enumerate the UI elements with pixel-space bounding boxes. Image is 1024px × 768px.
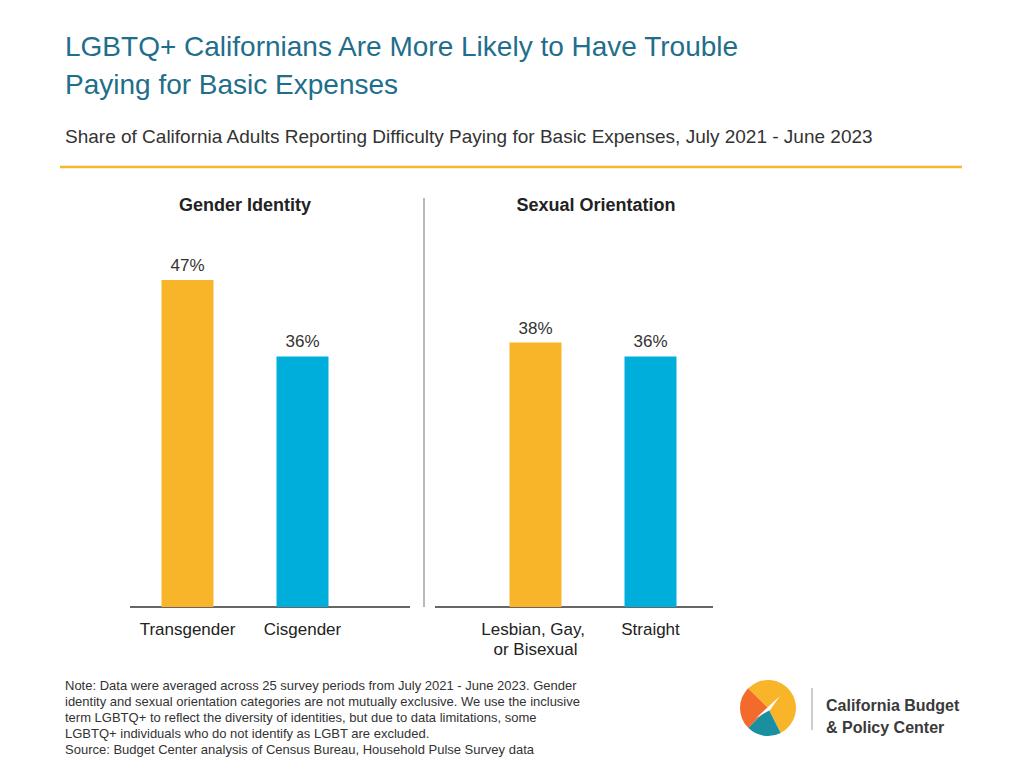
- svg-text:36%: 36%: [633, 332, 667, 351]
- svg-text:Transgender: Transgender: [140, 620, 236, 639]
- svg-text:LGBTQ+ Californians Are More L: LGBTQ+ Californians Are More Likely to H…: [65, 31, 738, 62]
- svg-text:Sexual Orientation: Sexual Orientation: [516, 195, 675, 215]
- svg-text:term LGBTQ+ to reflect the div: term LGBTQ+ to reflect the diversity of …: [65, 710, 536, 725]
- svg-text:identity and sexual orientatio: identity and sexual orientation categori…: [65, 694, 580, 709]
- svg-text:Gender Identity: Gender Identity: [179, 195, 311, 215]
- svg-text:LGBTQ+ individuals who do not: LGBTQ+ individuals who do not identify a…: [65, 726, 429, 741]
- svg-text:Source: Budget Center analysis: Source: Budget Center analysis of Census…: [65, 742, 535, 757]
- svg-text:47%: 47%: [170, 256, 204, 275]
- svg-text:Share of California Adults Rep: Share of California Adults Reporting Dif…: [65, 126, 873, 147]
- svg-text:38%: 38%: [518, 319, 552, 338]
- svg-text:Lesbian, Gay,: Lesbian, Gay,: [481, 620, 589, 639]
- svg-text:36%: 36%: [285, 332, 319, 351]
- svg-text:Paying for Basic Expenses: Paying for Basic Expenses: [65, 69, 398, 100]
- svg-text:Cisgender: Cisgender: [264, 620, 342, 639]
- svg-text:Straight: Straight: [621, 620, 680, 639]
- svg-text:or Bisexual: or Bisexual: [493, 640, 577, 659]
- svg-text:California Budget: California Budget: [826, 697, 960, 714]
- svg-text:& Policy Center: & Policy Center: [826, 719, 944, 736]
- svg-text:Note: Data were averaged acros: Note: Data were averaged across 25 surve…: [65, 678, 577, 693]
